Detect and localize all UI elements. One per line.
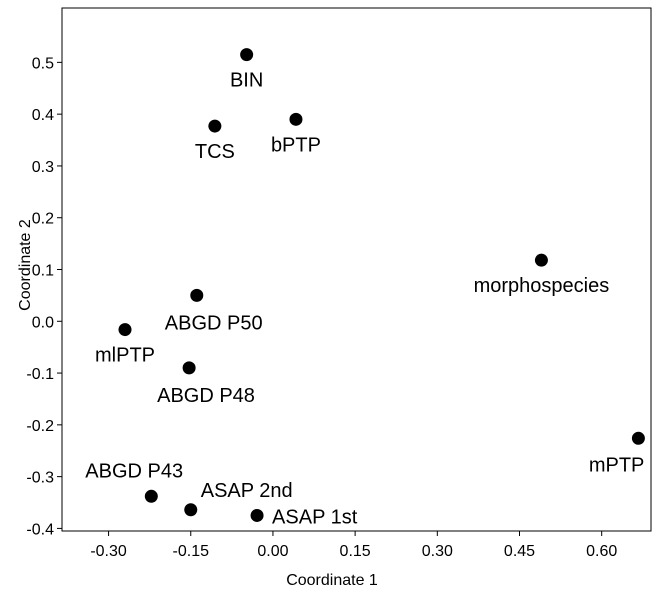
x-tick-label: 0.00 <box>257 543 288 560</box>
x-tick-label: 0.30 <box>422 543 453 560</box>
x-axis-ticks: -0.30 -0.15 0.00 0.15 0.30 0.45 0.60 <box>90 531 617 560</box>
x-tick-label: -0.15 <box>173 543 210 560</box>
point-label: ABGD P50 <box>165 312 263 334</box>
y-tick-label: 0.4 <box>32 107 54 124</box>
x-axis-title: Coordinate 1 <box>286 572 378 589</box>
y-axis-ticks: 0.5 0.4 0.3 0.2 0.1 0.0 -0.1 -0.2 -0.3 -0.4 <box>26 55 62 538</box>
point-label: ASAP 1st <box>272 506 358 528</box>
point-label: ABGD P43 <box>85 460 183 482</box>
y-tick-label: 0.2 <box>32 211 54 228</box>
data-point <box>182 361 196 375</box>
data-points <box>118 48 645 522</box>
data-point <box>250 508 264 522</box>
x-tick-label: -0.30 <box>90 543 127 560</box>
x-tick-label: 0.45 <box>504 543 535 560</box>
point-label: mPTP <box>589 454 645 476</box>
x-tick-label: 0.60 <box>586 543 617 560</box>
point-label: morphospecies <box>474 275 610 297</box>
x-tick-label: 0.15 <box>340 543 371 560</box>
y-tick-label: -0.1 <box>26 366 54 383</box>
y-tick-label: 0.5 <box>32 55 54 72</box>
data-point <box>240 48 254 62</box>
y-tick-label: 0.1 <box>32 263 54 280</box>
point-label: mlPTP <box>95 345 155 367</box>
point-label: bPTP <box>271 134 321 156</box>
data-point <box>208 119 222 133</box>
y-tick-label: -0.3 <box>26 470 54 487</box>
point-label: ABGD P48 <box>157 385 255 407</box>
data-point <box>534 253 548 267</box>
y-axis-title: Coordinate 2 <box>17 219 34 311</box>
data-point <box>118 323 132 337</box>
data-point <box>289 112 303 126</box>
y-tick-label: -0.2 <box>26 418 54 435</box>
y-tick-label: -0.4 <box>26 521 54 538</box>
plot-frame <box>61 7 652 532</box>
point-label: BIN <box>230 70 263 92</box>
point-label: ASAP 2nd <box>201 480 293 502</box>
data-point <box>184 503 198 517</box>
y-tick-label: 0.3 <box>32 159 54 176</box>
data-point <box>190 288 204 302</box>
axes <box>61 7 652 532</box>
point-label: TCS <box>195 141 235 163</box>
y-tick-label: 0.0 <box>32 314 54 331</box>
data-point <box>631 431 645 445</box>
data-point <box>144 489 158 503</box>
